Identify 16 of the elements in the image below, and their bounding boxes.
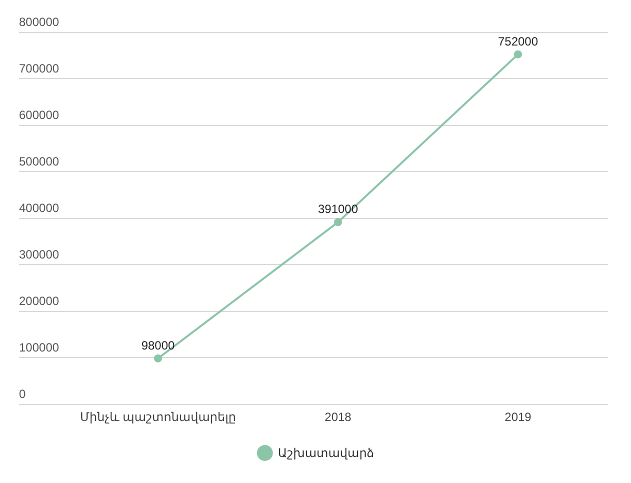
y-tick-label: 600000 <box>19 108 60 122</box>
data-label: 98000 <box>141 338 176 352</box>
y-tick-label: 500000 <box>19 154 60 168</box>
y-tick-label: 0 <box>19 387 26 401</box>
y-tick-label: 800000 <box>19 15 60 29</box>
y-tick-label: 700000 <box>19 62 60 76</box>
y-tick-label: 200000 <box>19 294 60 308</box>
data-label: 391000 <box>318 202 358 216</box>
x-tick-label: Մինչև պաշտոնավարելը <box>80 410 236 424</box>
x-tick-label: 2019 <box>504 410 532 424</box>
y-tick-label: 400000 <box>19 201 60 215</box>
y-tick-label: 300000 <box>19 248 60 262</box>
x-tick-label: 2018 <box>324 410 352 424</box>
y-tick-label: 100000 <box>19 340 60 354</box>
data-label: 752000 <box>498 34 538 48</box>
legend-label: Աշխատավարձ <box>278 446 374 460</box>
